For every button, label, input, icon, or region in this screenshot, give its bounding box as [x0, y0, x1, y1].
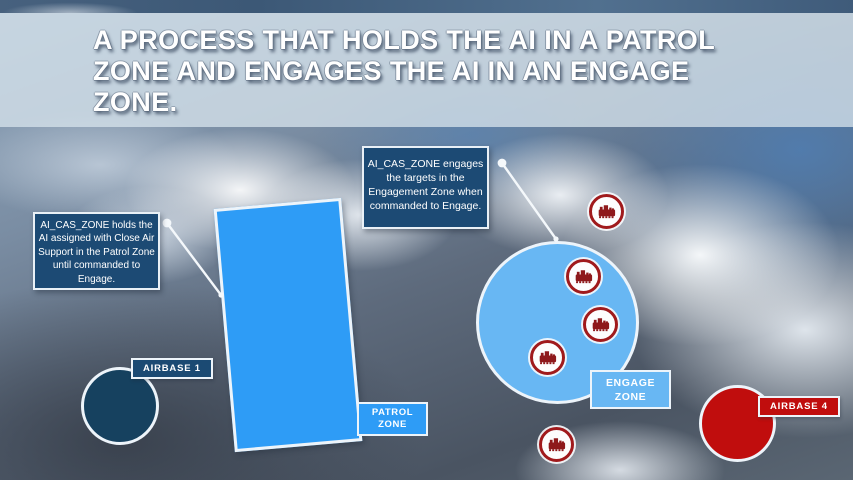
airbase-1-label[interactable]: AIRBASE 1 — [131, 358, 213, 379]
top-sky-strip — [0, 0, 853, 13]
patrol-zone-label[interactable]: PATROL ZONE — [357, 402, 428, 436]
tank-target-icon[interactable] — [589, 194, 624, 229]
slide-title-line: ZONE. — [93, 87, 178, 117]
tank-glyph — [592, 318, 610, 332]
patrol-hold-callout[interactable]: AI_CAS_ZONE holds the AI assigned with C… — [33, 212, 160, 290]
tank-target-icon[interactable] — [530, 340, 565, 375]
patrol-hold-callout-text: AI_CAS_ZONE holds the AI assigned with C… — [38, 220, 155, 285]
tank-glyph — [575, 270, 593, 284]
engage-callout[interactable]: AI_CAS_ZONE engages the targets in the E… — [362, 146, 489, 229]
tank-target-icon[interactable] — [583, 307, 618, 342]
patrol-zone-shape[interactable] — [213, 197, 363, 453]
engage-zone-label[interactable]: ENGAGE ZONE — [590, 370, 671, 409]
tank-glyph — [548, 438, 566, 452]
airbase-4-label[interactable]: AIRBASE 4 — [758, 396, 840, 417]
airbase-1-shape[interactable] — [81, 367, 159, 445]
slide-title-line: A PROCESS THAT HOLDS THE AI IN A PATROL — [93, 25, 716, 55]
tank-glyph — [539, 351, 557, 365]
slide-title-line: ZONE AND ENGAGES THE AI IN AN ENGAGE — [93, 56, 690, 86]
tank-glyph — [598, 205, 616, 219]
engage-callout-text: AI_CAS_ZONE engages the targets in the E… — [367, 158, 484, 212]
slide-title: A PROCESS THAT HOLDS THE AI IN A PATROL … — [93, 25, 715, 118]
title-band: A PROCESS THAT HOLDS THE AI IN A PATROL … — [0, 13, 853, 127]
tank-target-icon[interactable] — [539, 427, 574, 462]
tank-target-icon[interactable] — [566, 259, 601, 294]
